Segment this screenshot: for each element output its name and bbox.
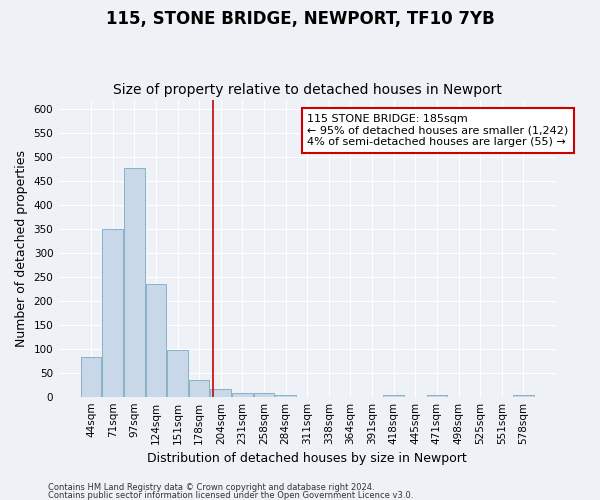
Y-axis label: Number of detached properties: Number of detached properties	[15, 150, 28, 346]
Title: Size of property relative to detached houses in Newport: Size of property relative to detached ho…	[113, 83, 502, 97]
X-axis label: Distribution of detached houses by size in Newport: Distribution of detached houses by size …	[148, 452, 467, 465]
Bar	[167, 350, 188, 397]
Bar	[81, 358, 101, 397]
Text: Contains HM Land Registry data © Crown copyright and database right 2024.: Contains HM Land Registry data © Crown c…	[48, 484, 374, 492]
Bar	[383, 395, 404, 396]
Bar	[103, 229, 123, 396]
Bar	[189, 380, 209, 396]
Text: 115 STONE BRIDGE: 185sqm
← 95% of detached houses are smaller (1,242)
4% of semi: 115 STONE BRIDGE: 185sqm ← 95% of detach…	[307, 114, 568, 147]
Bar	[254, 393, 274, 396]
Bar	[275, 395, 296, 396]
Text: 115, STONE BRIDGE, NEWPORT, TF10 7YB: 115, STONE BRIDGE, NEWPORT, TF10 7YB	[106, 10, 494, 28]
Bar	[211, 390, 231, 396]
Text: Contains public sector information licensed under the Open Government Licence v3: Contains public sector information licen…	[48, 490, 413, 500]
Bar	[427, 395, 447, 396]
Bar	[513, 395, 533, 396]
Bar	[124, 168, 145, 396]
Bar	[232, 393, 253, 396]
Bar	[146, 284, 166, 397]
